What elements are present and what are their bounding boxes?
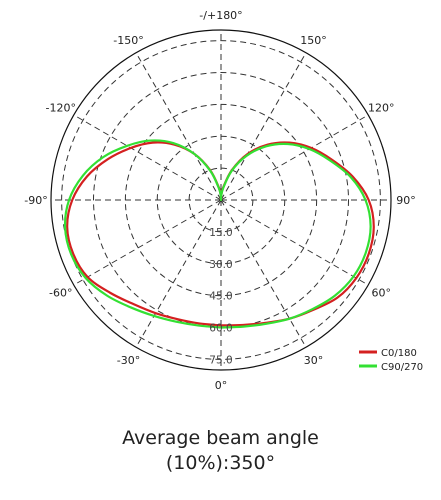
caption-line-2: (10%):350° xyxy=(165,452,276,474)
grid-spoke--30 xyxy=(135,199,222,348)
grid-spoke-150 xyxy=(220,52,307,201)
outer-circle xyxy=(50,29,392,371)
angle-tick-label: 90° xyxy=(396,194,416,207)
angle-tick-label: 60° xyxy=(371,287,391,300)
grid-ring-75 xyxy=(61,40,381,360)
grid-spoke--120 xyxy=(73,114,222,201)
grid-spoke-120 xyxy=(220,114,369,201)
beam-angle-caption: Average beam angle (10%):350° xyxy=(0,426,441,476)
angle-tick-label: 120° xyxy=(368,102,395,115)
angle-tick-label: -30° xyxy=(117,354,140,367)
grid-spoke--150 xyxy=(135,52,222,201)
angle-tick-label: -/+180° xyxy=(199,9,242,22)
grid-spoke--60 xyxy=(73,199,222,286)
angle-tick-label: 30° xyxy=(304,354,324,367)
radial-tick-label: 30.0 xyxy=(209,259,232,271)
label-layer: -/+180° 150° 120° 90° 60° 30° 0° -30° -60° -90° -1… xyxy=(24,9,415,392)
polar-grid xyxy=(50,29,392,371)
grid-spoke-30 xyxy=(220,199,307,348)
legend: C0/180 C90/270 xyxy=(359,348,423,373)
polar-chart: -/+180° 150° 120° 90° 60° 30° 0° -30° -60° -90° -1… xyxy=(24,9,423,392)
grid-spoke-60 xyxy=(220,199,369,286)
radial-tick-label: 75.0 xyxy=(209,354,232,366)
angle-tick-label: -60° xyxy=(49,287,72,300)
radial-tick-label: 60.0 xyxy=(209,323,232,335)
radial-tick-label: 45.0 xyxy=(209,291,232,303)
series-layer xyxy=(63,139,375,329)
angle-tick-label: 0° xyxy=(215,379,228,392)
angle-tick-label: -150° xyxy=(113,34,143,47)
radial-tick-label: 15.0 xyxy=(209,227,232,239)
caption-line-1: Average beam angle xyxy=(122,427,319,449)
series-line-1 xyxy=(63,139,372,329)
angle-tick-label: -90° xyxy=(24,194,47,207)
angle-tick-label: -120° xyxy=(46,102,76,115)
polar-chart-svg: -/+180° 150° 120° 90° 60° 30° 0° -30° -60° -90° -1… xyxy=(24,9,423,392)
legend-label: C0/180 xyxy=(381,348,417,359)
angle-tick-label: 150° xyxy=(300,34,327,47)
legend-label: C90/270 xyxy=(381,362,423,373)
